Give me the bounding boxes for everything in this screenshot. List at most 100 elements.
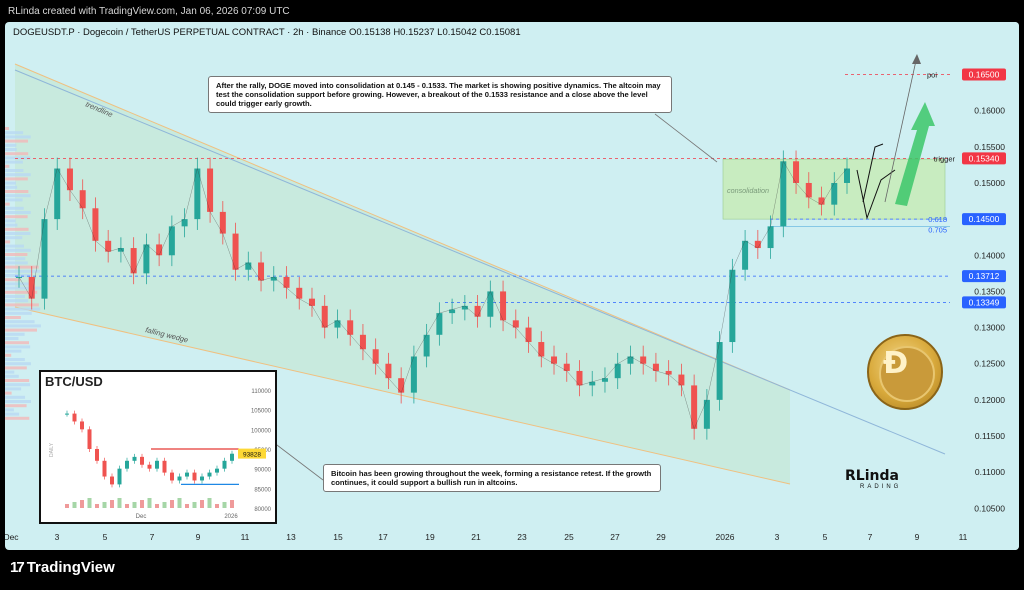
price-candle-body <box>308 298 315 306</box>
tradingview-logo[interactable]: 17 TradingView <box>10 559 115 576</box>
price-candle-body <box>487 291 494 317</box>
volume-profile-bar <box>5 236 23 240</box>
price-candle-body <box>729 269 736 343</box>
inset-candle-body <box>192 472 197 481</box>
inset-volume-bar <box>65 504 69 508</box>
volume-profile-bar <box>5 185 18 189</box>
volume-profile-bar <box>5 269 41 273</box>
volume-profile-bar <box>5 404 27 408</box>
inset-volume-bar <box>215 504 219 508</box>
x-tick-label: 5 <box>823 532 828 542</box>
price-candle-body <box>245 262 252 270</box>
price-candle-body <box>372 349 379 364</box>
y-tick-label: 0.13500 <box>974 286 1005 296</box>
volume-profile-bar <box>5 358 25 361</box>
inset-volume-bar <box>200 500 204 508</box>
volume-profile-bar <box>5 148 17 151</box>
inset-volume-bar <box>87 498 92 508</box>
volume-profile-bar <box>5 366 27 370</box>
x-tick-label: 27 <box>610 532 620 542</box>
chart-pane[interactable]: trendline falling wedge consolidation poi tr… <box>5 22 1019 550</box>
price-candle-body <box>79 190 86 209</box>
trigger-label: trigger <box>934 154 956 163</box>
x-tick-label: 3 <box>775 532 780 542</box>
price-candle-body <box>156 244 163 256</box>
btc-inset-chart: 1100001050001000009500090000850008000093… <box>39 370 277 524</box>
dogecoin-logo: Ð <box>867 334 943 410</box>
volume-profile-bar <box>5 400 31 403</box>
inset-candle-body <box>80 421 84 430</box>
level-13712-price-tag-text: 0.13712 <box>969 271 1000 281</box>
inset-price-tag-text: 93828 <box>243 452 261 459</box>
volume-profile-bar <box>5 131 24 135</box>
level-13712-price-tag <box>962 270 1006 283</box>
volume-profile-bar <box>5 295 25 298</box>
price-candle-body <box>347 320 354 335</box>
inset-candle-body <box>72 413 77 422</box>
tradingview-logo-text: TradingView <box>26 559 115 576</box>
volume-profile-bar <box>5 198 23 202</box>
inset-candle-body <box>125 460 129 469</box>
volume-profile-bar <box>5 328 37 332</box>
price-candle-body <box>640 356 647 364</box>
price-candle-body <box>359 334 366 350</box>
inset-background <box>41 372 275 522</box>
price-candle-body <box>716 342 723 400</box>
analysis-note-top: After the rally, DOGE moved into consoli… <box>208 76 672 113</box>
x-tick-label: 3 <box>55 532 60 542</box>
price-candle-body <box>793 161 800 183</box>
inset-candle-body <box>132 456 137 461</box>
inset-candle-body <box>215 468 219 473</box>
inset-y-tick: 105000 <box>251 409 272 415</box>
x-tick-label: 25 <box>564 532 574 542</box>
volume-profile-bar <box>5 362 31 366</box>
price-candle-body <box>627 356 634 364</box>
x-tick-label: 29 <box>656 532 666 542</box>
volume-profile-bar <box>5 353 12 357</box>
level-13349-price-tag <box>962 296 1006 309</box>
y-tick-label: 0.15500 <box>974 142 1005 152</box>
projection-path-black <box>856 169 896 220</box>
inset-volume-bar <box>72 502 77 508</box>
price-candle-body <box>410 356 417 393</box>
price-axis-strip <box>950 22 1019 550</box>
volume-profile-bar <box>5 320 35 324</box>
inset-volume-bar <box>230 500 234 508</box>
volume-profile-bar <box>5 257 26 261</box>
inset-volume-bar <box>117 498 122 508</box>
wedge-lower-line <box>14 306 791 485</box>
price-candle-body <box>742 240 749 270</box>
volume-profile-bar <box>5 370 15 374</box>
created-by-text: RLinda created with TradingView.com, Jan… <box>8 6 290 17</box>
volume-profile-bar <box>5 227 29 231</box>
volume-profile-bar <box>5 211 31 214</box>
volume-profile-bar <box>5 190 29 193</box>
x-tick-label: 5 <box>103 532 108 542</box>
inset-candle-body <box>200 476 204 481</box>
volume-profile-bar <box>5 290 38 294</box>
growth-arrow-green <box>895 102 935 206</box>
level-13349-price-tag-text: 0.13349 <box>969 297 1000 307</box>
inset-candle-body <box>207 472 212 477</box>
price-candle-body <box>270 276 277 281</box>
inset-candle-body <box>65 413 69 415</box>
inset-x-label-2026: 2026 <box>224 514 238 520</box>
inset-volume-bar <box>170 500 174 508</box>
x-tick-label: 23 <box>517 532 527 542</box>
price-candle-body <box>398 378 405 393</box>
x-tick-label: 21 <box>471 532 481 542</box>
volume-profile-bar <box>5 169 24 172</box>
price-candle-body <box>436 313 443 335</box>
inset-volume-bar <box>207 498 212 508</box>
volume-profile-bar <box>5 307 41 311</box>
price-candle-body <box>168 226 175 256</box>
price-candle-body <box>143 244 150 274</box>
price-candle-body <box>117 248 124 252</box>
symbol-legend[interactable]: DOGEUSDT.P · Dogecoin / TetherUS PERPETU… <box>13 27 521 38</box>
inset-volume-bar <box>132 502 137 508</box>
volume-profile-bar <box>5 286 41 290</box>
volume-profile-bar <box>5 248 31 252</box>
volume-profile-bar <box>5 299 29 303</box>
inset-volume-bar <box>80 500 84 508</box>
